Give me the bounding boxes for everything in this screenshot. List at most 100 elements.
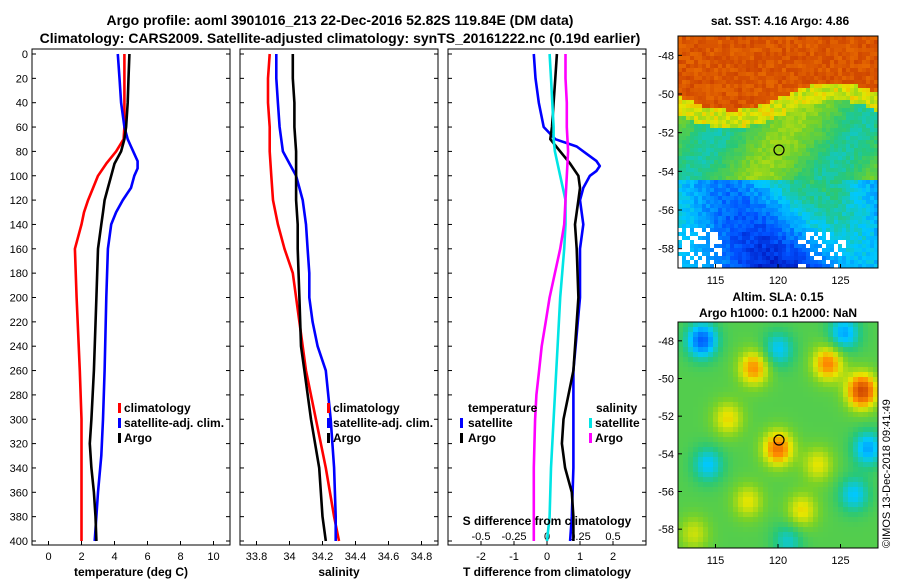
map-pixel: [743, 387, 748, 392]
map-pixel: [722, 96, 726, 100]
map-pixel: [793, 342, 798, 347]
map-pixel: [778, 432, 783, 437]
map-pixel: [678, 332, 683, 337]
map-pixel: [873, 342, 878, 347]
map-pixel: [743, 372, 748, 377]
map-pixel: [868, 532, 873, 537]
map-pixel: [793, 447, 798, 452]
map-pixel: [710, 172, 714, 176]
map-pixel: [803, 417, 808, 422]
map-pixel: [853, 377, 858, 382]
map-pixel: [874, 128, 878, 132]
map-pixel: [850, 72, 854, 76]
map-pixel: [746, 172, 750, 176]
map-pixel: [808, 512, 813, 517]
map-pixel: [686, 200, 690, 204]
map-pixel: [748, 437, 753, 442]
map-pixel: [842, 228, 846, 232]
map-pixel: [803, 472, 808, 477]
map-pixel: [766, 192, 770, 196]
map-pixel: [830, 260, 834, 264]
map-pixel: [722, 48, 726, 52]
map-pixel: [694, 164, 698, 168]
map-pixel: [698, 447, 703, 452]
map-pixel: [874, 208, 878, 212]
map-pixel: [694, 96, 698, 100]
map-pixel: [802, 84, 806, 88]
map-pixel: [818, 76, 822, 80]
map-pixel: [766, 228, 770, 232]
map-pixel: [746, 148, 750, 152]
legend-swatch-satellite-adj: [118, 418, 121, 428]
map-pixel: [723, 392, 728, 397]
map-pixel: [763, 437, 768, 442]
map-pixel: [690, 156, 694, 160]
map-pixel: [853, 447, 858, 452]
map-pixel: [778, 136, 782, 140]
map-pixel: [738, 240, 742, 244]
map-pixel: [834, 104, 838, 108]
map-pixel: [706, 100, 710, 104]
map-pixel: [758, 144, 762, 148]
map-pixel: [768, 387, 773, 392]
map-pixel: [774, 84, 778, 88]
map-pixel: [774, 172, 778, 176]
map-pixel: [833, 417, 838, 422]
map-pixel: [710, 184, 714, 188]
map-pixel: [850, 224, 854, 228]
map-pixel: [842, 232, 846, 236]
map-pixel: [774, 216, 778, 220]
map-pixel: [790, 260, 794, 264]
map-pixel: [686, 128, 690, 132]
map-pixel: [818, 68, 822, 72]
map-pixel: [830, 236, 834, 240]
map-pixel: [788, 487, 793, 492]
map-pixel: [828, 412, 833, 417]
map-pixel: [778, 457, 783, 462]
map-pixel: [868, 482, 873, 487]
map-pixel: [746, 68, 750, 72]
map-pixel: [694, 252, 698, 256]
map-pixel: [726, 196, 730, 200]
map-pixel: [688, 402, 693, 407]
map-pixel: [848, 537, 853, 542]
map-pixel: [770, 236, 774, 240]
map-pixel: [698, 156, 702, 160]
map-pixel: [803, 487, 808, 492]
map-pixel: [858, 164, 862, 168]
map-pixel: [738, 36, 742, 40]
map-pixel: [698, 132, 702, 136]
map-pixel: [726, 208, 730, 212]
map-pixel: [850, 52, 854, 56]
map-pixel: [828, 442, 833, 447]
map-pixel: [758, 188, 762, 192]
map-pixel: [743, 462, 748, 467]
map-pixel: [758, 232, 762, 236]
map-pixel: [722, 152, 726, 156]
map-pixel: [830, 44, 834, 48]
map-pixel: [686, 196, 690, 200]
map-pixel: [750, 60, 754, 64]
map-pixel: [874, 192, 878, 196]
map-pixel: [773, 377, 778, 382]
map-pixel: [698, 342, 703, 347]
map-pixel: [728, 532, 733, 537]
map-pixel: [833, 512, 838, 517]
map-pixel: [814, 264, 818, 268]
map-pixel: [833, 442, 838, 447]
map-pixel: [794, 76, 798, 80]
map-pixel: [866, 188, 870, 192]
map-pixel: [778, 492, 783, 497]
map-pixel: [838, 152, 842, 156]
map-pixel: [733, 527, 738, 532]
map-pixel: [688, 482, 693, 487]
map-pixel: [768, 512, 773, 517]
map-pixel: [866, 84, 870, 88]
map-pixel: [723, 357, 728, 362]
map-pixel: [686, 84, 690, 88]
map-pixel: [678, 68, 682, 72]
map-pixel: [862, 156, 866, 160]
map-pixel: [803, 482, 808, 487]
map-pixel: [873, 432, 878, 437]
map-pixel: [798, 212, 802, 216]
